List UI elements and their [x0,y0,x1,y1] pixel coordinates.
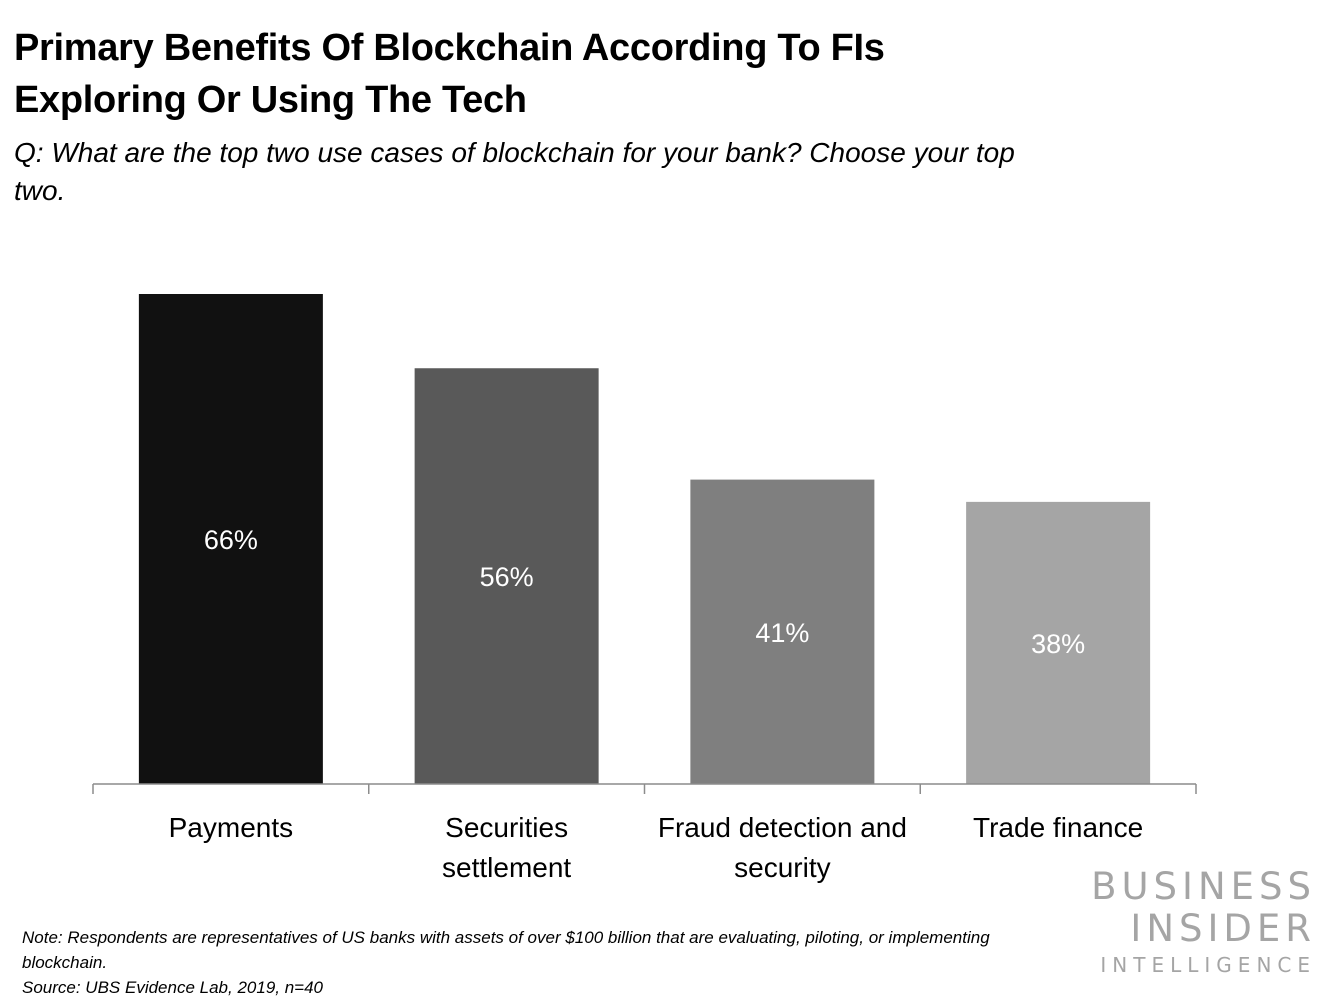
x-axis: Payments Securities settlement Fraud detect… [92,783,1197,883]
bars-group: 66% 56% 41% 38% [138,294,1151,784]
bar-1 [138,294,323,784]
chart-title: Primary Benefits Of Blockchain According… [14,27,885,121]
x-tick-label-2-line-1: Securities [445,812,568,843]
bar-2 [414,368,599,784]
logo-line-insider: INSIDER [1130,907,1316,950]
logo-line-business: BUSINESS [1091,865,1316,908]
logo-line-intelligence: INTELLIGENCE [1100,953,1316,977]
bar-value-label-1: 66% [204,525,258,555]
footnote-source: Source: UBS Evidence Lab, 2019, n=40 [22,978,324,997]
x-tick-label-3-line-1: Fraud detection and [658,812,907,843]
bar-value-label-4: 38% [1031,629,1085,659]
bar-4 [966,501,1151,784]
x-tick-label-4: Trade finance [973,812,1143,843]
business-insider-intelligence-logo: BUSINESS INSIDER INTELLIGENCE [1056,866,1316,980]
bar-value-label-3: 41% [755,618,809,648]
x-tick-label-1: Payments [169,812,294,843]
chart-subtitle: Q: What are the top two use cases of blo… [14,137,1015,206]
x-tick-label-2-line-2: settlement [442,852,571,883]
x-tick-label-3-line-2: security [734,852,830,883]
bar-3 [690,479,875,784]
bar-value-label-2: 56% [480,562,534,592]
footnote: Note: Respondents are representatives of… [22,925,1032,1000]
footnote-note: Note: Respondents are representatives of… [22,928,990,972]
bar-chart: 66% 56% 41% 38% Payments Securities settlemen… [92,294,1197,883]
